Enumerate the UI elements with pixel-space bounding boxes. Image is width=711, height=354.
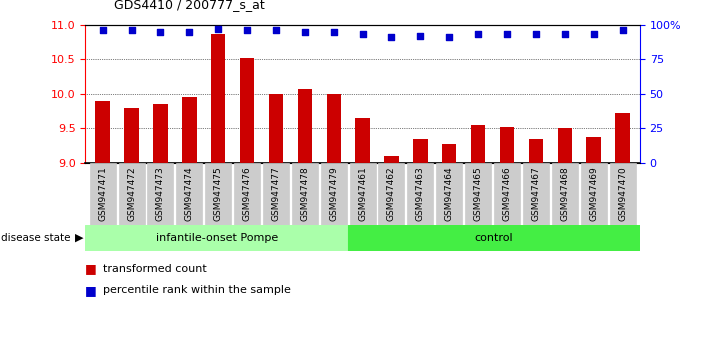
- Bar: [234, 163, 260, 225]
- Text: GSM947474: GSM947474: [185, 166, 194, 221]
- Bar: [85, 225, 348, 251]
- Point: [357, 32, 368, 37]
- Bar: [263, 163, 289, 225]
- Point: [213, 26, 224, 32]
- Text: ■: ■: [85, 284, 97, 297]
- Text: infantile-onset Pompe: infantile-onset Pompe: [156, 233, 278, 243]
- Point: [97, 28, 108, 33]
- Text: GSM947477: GSM947477: [272, 166, 280, 221]
- Text: control: control: [475, 233, 513, 243]
- Point: [299, 29, 311, 35]
- Bar: [269, 94, 283, 163]
- Bar: [529, 139, 543, 163]
- Point: [155, 29, 166, 35]
- Text: GSM947473: GSM947473: [156, 166, 165, 221]
- Bar: [292, 163, 318, 225]
- Bar: [153, 104, 168, 163]
- Bar: [326, 94, 341, 163]
- Text: GSM947462: GSM947462: [387, 166, 396, 221]
- Text: disease state: disease state: [1, 233, 70, 243]
- Bar: [413, 139, 427, 163]
- Text: GSM947470: GSM947470: [618, 166, 627, 221]
- Point: [415, 33, 426, 39]
- Text: GSM947475: GSM947475: [214, 166, 223, 221]
- Point: [328, 29, 339, 35]
- Text: ▶: ▶: [75, 233, 83, 243]
- Bar: [442, 144, 456, 163]
- Text: ■: ■: [85, 263, 97, 275]
- Bar: [581, 163, 606, 225]
- Bar: [523, 163, 549, 225]
- Point: [241, 28, 253, 33]
- Bar: [124, 108, 139, 163]
- Point: [472, 32, 483, 37]
- Text: transformed count: transformed count: [103, 264, 207, 274]
- Text: GSM947464: GSM947464: [445, 166, 454, 221]
- Bar: [350, 163, 375, 225]
- Text: GSM947479: GSM947479: [329, 166, 338, 221]
- Bar: [615, 113, 630, 163]
- Bar: [378, 163, 405, 225]
- Point: [386, 34, 397, 40]
- Bar: [471, 125, 486, 163]
- Bar: [95, 101, 110, 163]
- Text: GSM947463: GSM947463: [416, 166, 425, 221]
- Text: GSM947461: GSM947461: [358, 166, 367, 221]
- Text: GSM947469: GSM947469: [589, 166, 598, 221]
- Bar: [609, 163, 636, 225]
- Text: GSM947467: GSM947467: [531, 166, 540, 221]
- Text: GSM947468: GSM947468: [560, 166, 570, 221]
- Text: GSM947476: GSM947476: [242, 166, 252, 221]
- Point: [444, 34, 455, 40]
- Bar: [321, 163, 347, 225]
- Bar: [298, 89, 312, 163]
- Bar: [465, 163, 491, 225]
- Text: GSM947472: GSM947472: [127, 166, 136, 221]
- Bar: [587, 137, 601, 163]
- Point: [183, 29, 195, 35]
- Bar: [90, 163, 116, 225]
- Bar: [205, 163, 231, 225]
- Bar: [211, 34, 225, 163]
- Point: [126, 28, 137, 33]
- Bar: [407, 163, 434, 225]
- Bar: [437, 163, 462, 225]
- Bar: [176, 163, 203, 225]
- Bar: [384, 156, 399, 163]
- Bar: [119, 163, 144, 225]
- Point: [559, 32, 570, 37]
- Text: GSM947478: GSM947478: [300, 166, 309, 221]
- Text: GSM947466: GSM947466: [503, 166, 511, 221]
- Point: [270, 28, 282, 33]
- Bar: [557, 128, 572, 163]
- Bar: [240, 58, 255, 163]
- Point: [530, 32, 542, 37]
- Bar: [348, 225, 640, 251]
- Point: [588, 32, 599, 37]
- Bar: [147, 163, 173, 225]
- Bar: [182, 97, 196, 163]
- Point: [501, 32, 513, 37]
- Point: [617, 28, 629, 33]
- Text: percentile rank within the sample: percentile rank within the sample: [103, 285, 291, 295]
- Bar: [356, 118, 370, 163]
- Text: GSM947465: GSM947465: [474, 166, 483, 221]
- Bar: [552, 163, 578, 225]
- Text: GSM947471: GSM947471: [98, 166, 107, 221]
- Text: GDS4410 / 200777_s_at: GDS4410 / 200777_s_at: [114, 0, 264, 11]
- Bar: [500, 127, 514, 163]
- Bar: [494, 163, 520, 225]
